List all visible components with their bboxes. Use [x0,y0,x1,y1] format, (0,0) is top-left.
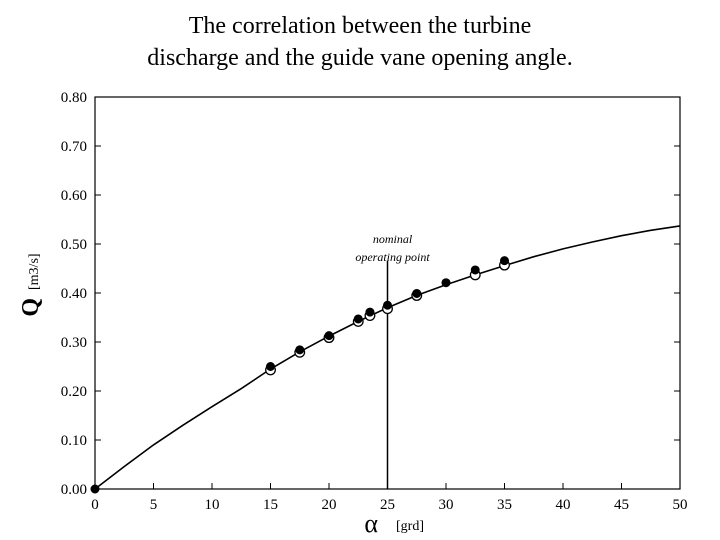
x-tick-label: 40 [556,497,571,513]
filled-data-point [295,345,305,355]
filled-data-point [265,361,275,371]
x-axis-unit: [grd] [396,519,424,534]
axis-ticks: 0 5 10 15 20 25 30 35 40 45 50 0.00 0.10 0.20 0.30 0.40… [61,90,688,513]
filled-data-point [499,256,509,266]
chart-title-line-1: The correlation between the turbine [188,13,532,39]
data-points [90,256,510,494]
y-tick-label: 0.40 [61,286,87,302]
x-tick-label: 50 [673,497,688,513]
y-tick-label: 0.80 [61,90,87,106]
annotation-line-1: nominal [373,232,413,246]
x-axis-symbol: α [364,509,378,538]
filled-data-point [324,331,334,341]
filled-data-point [365,307,375,317]
filled-data-point [382,300,392,310]
y-tick-label: 0.30 [61,335,87,351]
x-tick-label: 35 [497,497,512,513]
filled-data-point [441,278,451,288]
y-tick-label: 0.70 [61,139,87,155]
x-tick-label: 0 [91,497,99,513]
y-tick-label: 0.60 [61,188,87,204]
x-tick-label: 30 [439,497,454,513]
x-tick-label: 25 [380,497,395,513]
y-tick-label: 0.10 [61,433,87,449]
filled-data-point [353,314,363,324]
y-axis-unit: [m3/s] [27,253,42,290]
annotation-line-2: operating point [355,250,430,264]
y-tick-label: 0.20 [61,384,87,400]
x-tick-label: 5 [150,497,158,513]
x-tick-label: 20 [322,497,337,513]
y-tick-label: 0.00 [61,482,87,498]
x-tick-label: 45 [614,497,629,513]
x-tick-label: 15 [263,497,278,513]
y-tick-label: 0.50 [61,237,87,253]
chart-title-line-2: discharge and the guide vane opening ang… [147,45,573,71]
x-tick-label: 10 [205,497,220,513]
filled-data-point [412,288,422,298]
filled-data-point [470,265,480,275]
chart-title: The correlation between the turbine disc… [0,10,720,74]
y-axis-symbol: Q [18,298,44,317]
filled-data-point [90,484,100,494]
